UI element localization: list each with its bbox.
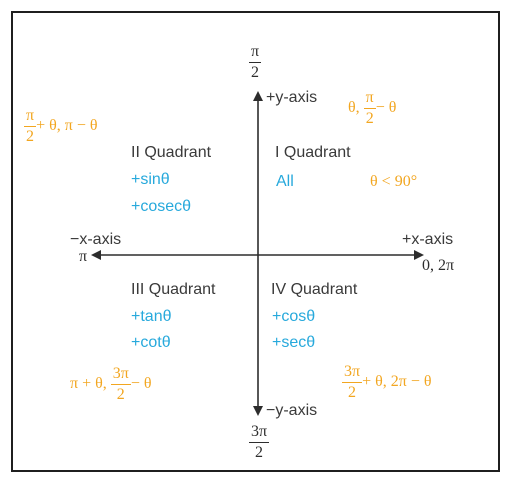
- q3-angles-suffix: − θ: [130, 375, 152, 393]
- q2-angles-suffix: + θ, π − θ: [36, 117, 98, 135]
- q1-angles-numerator: π: [365, 89, 374, 106]
- q1-angles-suffix: − θ: [375, 99, 397, 117]
- q4-positive-sec: +secθ: [272, 334, 316, 351]
- q2-angles-numerator: π: [26, 107, 35, 124]
- q2-title: II Quadrant: [131, 144, 212, 161]
- q1-condition: θ < 90°: [370, 173, 418, 190]
- q1-angles: θ, π 2− θ: [348, 90, 396, 127]
- bottom-angle-fraction: 3π 2: [249, 423, 270, 461]
- q1-angles-prefix: θ,: [348, 99, 364, 117]
- bottom-angle-numerator: 3π: [251, 423, 268, 440]
- diagram-frame: [11, 11, 500, 472]
- right-angle-label: 0, 2π: [422, 257, 455, 274]
- q3-angles-denominator: 2: [116, 386, 125, 403]
- top-angle-numerator: π: [251, 43, 260, 60]
- q2-positive-cosec: +cosecθ: [131, 198, 192, 215]
- q4-title: IV Quadrant: [271, 281, 358, 298]
- bottom-angle-denominator: 2: [255, 444, 264, 461]
- q2-angles: π 2 + θ, π − θ: [24, 108, 98, 145]
- q3-positive-cot: +cotθ: [131, 334, 171, 351]
- top-angle-denominator: 2: [251, 64, 260, 81]
- q3-angles-numerator: 3π: [112, 365, 129, 382]
- q3-title: III Quadrant: [131, 281, 216, 298]
- q4-angles: 3π 2 + θ, 2π − θ: [342, 364, 432, 401]
- left-angle-label: π: [79, 248, 88, 265]
- q2-positive-sin: +sinθ: [131, 171, 170, 188]
- q4-angles-numerator: 3π: [344, 363, 361, 380]
- q3-angles: π + θ, 3π 2 − θ: [70, 366, 152, 403]
- pos-y-axis-label: +y-axis: [266, 89, 318, 106]
- q1-title: I Quadrant: [275, 144, 351, 161]
- q1-angles-denominator: 2: [365, 110, 374, 127]
- q2-angles-denominator: 2: [26, 128, 35, 145]
- q4-positive-cos: +cosθ: [272, 308, 316, 325]
- q4-angles-denominator: 2: [348, 384, 357, 401]
- q3-angles-prefix: π + θ,: [70, 375, 111, 393]
- neg-y-axis-label: −y-axis: [266, 402, 318, 419]
- top-angle-fraction: π 2: [249, 43, 262, 81]
- pos-x-axis-label: +x-axis: [402, 231, 454, 248]
- q1-positive-all: All: [276, 173, 294, 190]
- q3-positive-tan: +tanθ: [131, 308, 172, 325]
- neg-x-axis-label: −x-axis: [70, 231, 122, 248]
- q4-angles-suffix: + θ, 2π − θ: [362, 373, 432, 391]
